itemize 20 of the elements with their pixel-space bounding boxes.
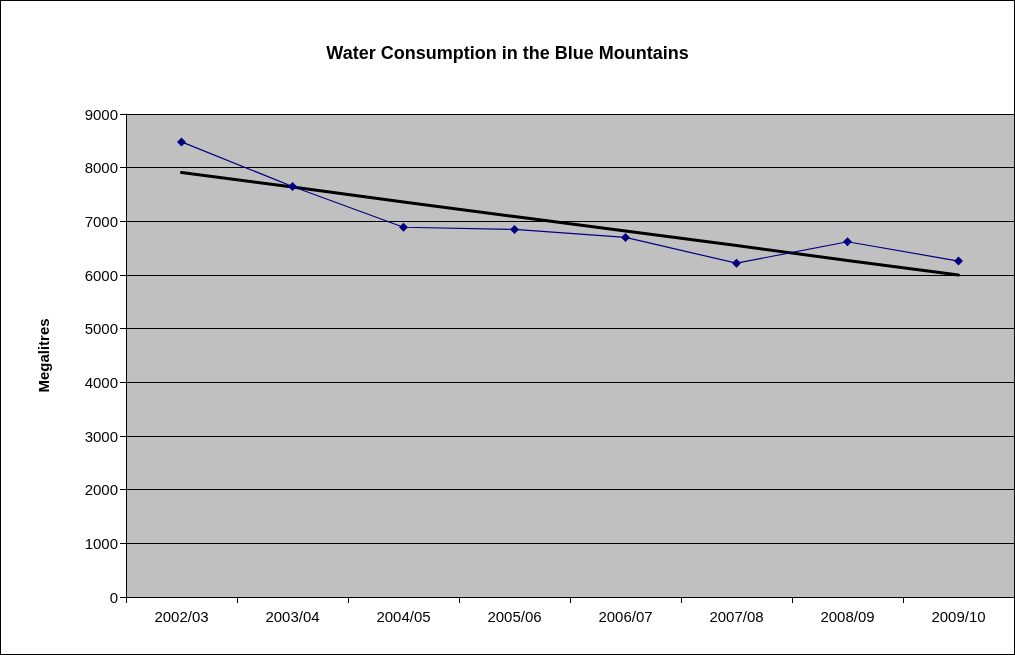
y-tick-label: 8000 <box>84 159 118 177</box>
x-tick-label: 2009/10 <box>931 608 986 625</box>
x-tick-label: 2003/04 <box>265 608 320 625</box>
y-tick-label: 2000 <box>84 481 118 499</box>
y-tick-label: 3000 <box>84 427 118 445</box>
y-tick-label: 7000 <box>84 212 118 230</box>
chart-title: Water Consumption in the Blue Mountains <box>326 43 689 63</box>
x-tick-label: 2004/05 <box>376 608 431 625</box>
y-tick-label: 9000 <box>84 105 118 123</box>
y-tick-label: 1000 <box>84 534 118 552</box>
y-tick-label: 6000 <box>84 266 118 284</box>
y-tick-label: 5000 <box>84 320 118 338</box>
x-tick-label: 2006/07 <box>598 608 653 625</box>
y-tick-label: 4000 <box>84 373 118 391</box>
x-tick-label: 2008/09 <box>820 608 875 625</box>
y-axis-title: Megalitres <box>35 318 52 393</box>
y-tick-label: 0 <box>109 588 118 606</box>
x-tick-label: 2002/03 <box>154 608 209 625</box>
x-tick-label: 2007/08 <box>709 608 764 625</box>
x-tick-label: 2005/06 <box>487 608 542 625</box>
